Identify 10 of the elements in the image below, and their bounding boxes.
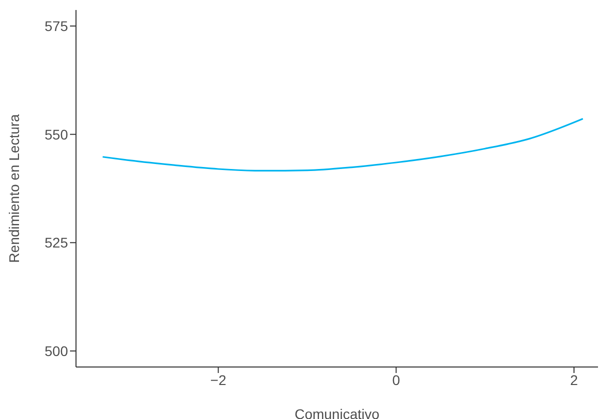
y-tick-label: 500: [44, 342, 68, 359]
x-axis-title: Comunicativo: [294, 406, 380, 419]
x-tick-label: 0: [392, 372, 400, 388]
y-tick-label: 575: [44, 18, 68, 34]
x-tick-label: 2: [570, 372, 578, 388]
y-axis-title: Rendimiento en Lectura: [6, 114, 22, 263]
line-series: [102, 118, 584, 172]
x-tick-label: −2: [210, 372, 226, 388]
y-tick-label: 550: [44, 126, 68, 142]
y-tick-label: 525: [44, 234, 68, 251]
